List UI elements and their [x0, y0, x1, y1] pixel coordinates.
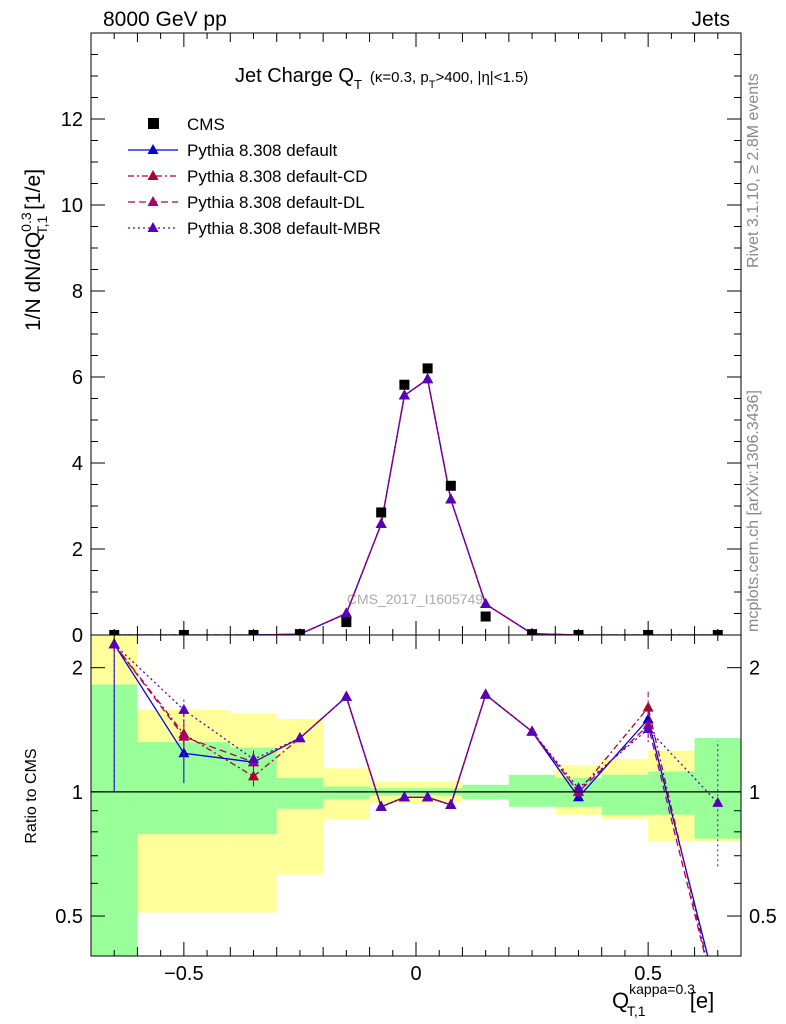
ratio-point-marker: [712, 796, 724, 807]
mc-point-marker: [398, 389, 410, 400]
legend-label: Pythia 8.308 default-DL: [187, 193, 365, 212]
legend-label: Pythia 8.308 default: [187, 141, 338, 160]
ratio-y-tick-label: 0.5: [749, 906, 777, 928]
ratio-y-tick-label: 0.5: [55, 906, 83, 928]
y-tick-label: 8: [72, 281, 83, 303]
mc-point-marker: [480, 598, 492, 609]
y-tick-label: 2: [72, 539, 83, 561]
ratio-point-marker: [248, 753, 259, 764]
energy-label: 8000 GeV pp: [103, 8, 227, 31]
ratio-point-marker: [178, 730, 190, 741]
main-y-axis-label: 1/N dN/dQ0.3T,1 [1/e]: [18, 169, 50, 331]
ratio-series: [108, 638, 724, 956]
green-band: [601, 774, 649, 815]
x-axis-label: Qkappa=0.3 T,1 [e]: [612, 981, 714, 1019]
cms-data-point: [376, 507, 387, 518]
chart-title: Jet Charge QT (κ=0.3, pT>400, |η|<1.5): [235, 65, 528, 92]
ratio-point-marker: [398, 791, 410, 802]
category-label: Jets: [691, 8, 730, 31]
ratio-point-marker: [642, 723, 654, 734]
cms-data-point: [399, 379, 410, 390]
ratio-point-marker: [178, 703, 190, 714]
ratio-y-axis-label: Ratio to CMS: [23, 748, 40, 843]
y-tick-label: 4: [72, 453, 83, 475]
ratio-y-tick-label: 1: [749, 782, 760, 804]
ratio-y-tick-label: 2: [749, 658, 760, 680]
mc-point-marker: [445, 493, 457, 504]
legend-marker: [147, 144, 159, 154]
ratio-point-marker: [294, 732, 306, 743]
legend-label: Pythia 8.308 default-CD: [187, 167, 368, 186]
ratio-point-marker: [422, 791, 434, 802]
cms-data-point: [445, 480, 456, 491]
ratio-uncertainty-bands: [91, 635, 741, 956]
legend-marker: [147, 196, 159, 206]
mc-point-marker: [375, 518, 387, 529]
ratio-point-marker: [340, 690, 352, 701]
green-band: [323, 786, 370, 800]
legend: CMS Pythia 8.308 default Pythia 8.308 defa…: [128, 115, 381, 238]
ratio-y-tick-label: 2: [72, 658, 83, 680]
x-tick-label: 0.5: [634, 963, 662, 985]
mc-point-marker: [422, 373, 434, 384]
ratio-point-marker: [375, 800, 387, 811]
cms-data-point: [422, 363, 433, 374]
x-tick-label: −0.5: [164, 963, 203, 985]
y-tick-label: 0: [72, 625, 83, 647]
ratio-point-marker: [445, 798, 457, 809]
mc-point-marker: [340, 607, 352, 618]
ratio-y-tick-label: 1: [72, 782, 83, 804]
legend-label: Pythia 8.308 default-MBR: [187, 219, 381, 238]
watermark: CMS_2017_I1605749: [347, 591, 483, 607]
legend-marker: [147, 222, 159, 232]
ratio-point-marker: [573, 782, 584, 793]
legend-marker: [148, 118, 159, 129]
ratio-point-marker: [248, 770, 259, 781]
y-tick-label: 12: [61, 109, 83, 131]
y-tick-label: 6: [72, 367, 83, 389]
green-band: [508, 774, 556, 807]
ratio-point-marker: [642, 713, 654, 724]
legend-label: CMS: [187, 115, 225, 134]
green-band: [694, 738, 741, 839]
legend-marker: [147, 170, 159, 180]
cms-data-point: [480, 611, 491, 622]
ratio-line-pythia-8-308-default-mbr: [113, 643, 719, 808]
ratio-point-marker: [642, 701, 654, 712]
x-tick-label: 0: [410, 963, 421, 985]
green-band: [276, 778, 324, 809]
ratio-point-marker: [526, 725, 538, 736]
ratio-point-marker: [108, 638, 120, 649]
ratio-point-marker: [480, 688, 492, 699]
y-tick-label: 10: [61, 195, 83, 217]
cms-data-point: [341, 617, 352, 628]
